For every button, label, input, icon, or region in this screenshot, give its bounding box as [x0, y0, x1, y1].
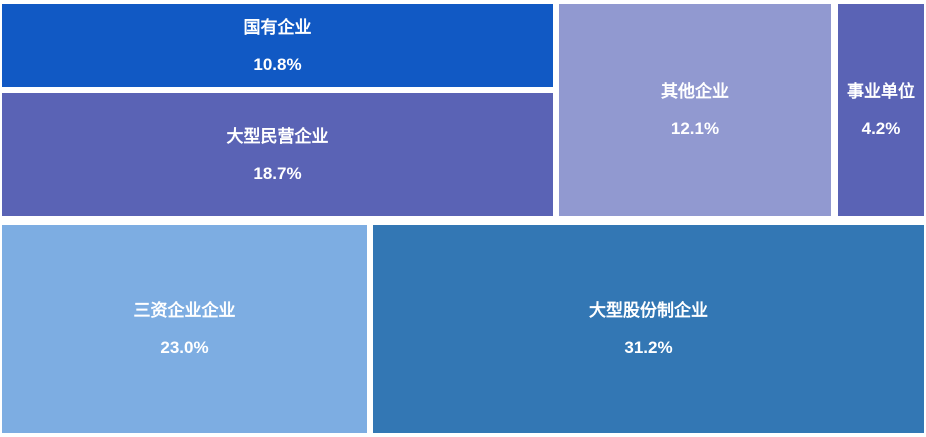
treemap-cell-foreign-funded[interactable]: 三资企业企业 23.0% [2, 225, 367, 433]
cell-value: 18.7% [253, 163, 302, 183]
cell-label: 大型民营企业 [226, 126, 329, 146]
cell-label: 大型股份制企业 [589, 301, 708, 320]
cell-value: 31.2% [624, 338, 673, 357]
treemap-cell-state-owned[interactable]: 国有企业 10.8% [2, 4, 553, 87]
treemap-cell-other-enterprise[interactable]: 其他企业 12.1% [559, 4, 831, 216]
treemap-cell-large-private[interactable]: 大型民营企业 18.7% [2, 93, 553, 216]
cell-label: 其他企业 [661, 82, 729, 101]
treemap-cell-joint-stock[interactable]: 大型股份制企业 31.2% [373, 225, 924, 433]
cell-value: 23.0% [160, 338, 209, 357]
cell-value: 10.8% [253, 54, 302, 74]
cell-label: 三资企业企业 [133, 301, 236, 320]
cell-value: 4.2% [861, 119, 901, 138]
cell-label: 事业单位 [847, 82, 915, 101]
cell-value: 12.1% [670, 119, 720, 138]
treemap-cell-public-institution[interactable]: 事业单位 4.2% [838, 4, 924, 216]
cell-label: 国有企业 [243, 17, 312, 37]
